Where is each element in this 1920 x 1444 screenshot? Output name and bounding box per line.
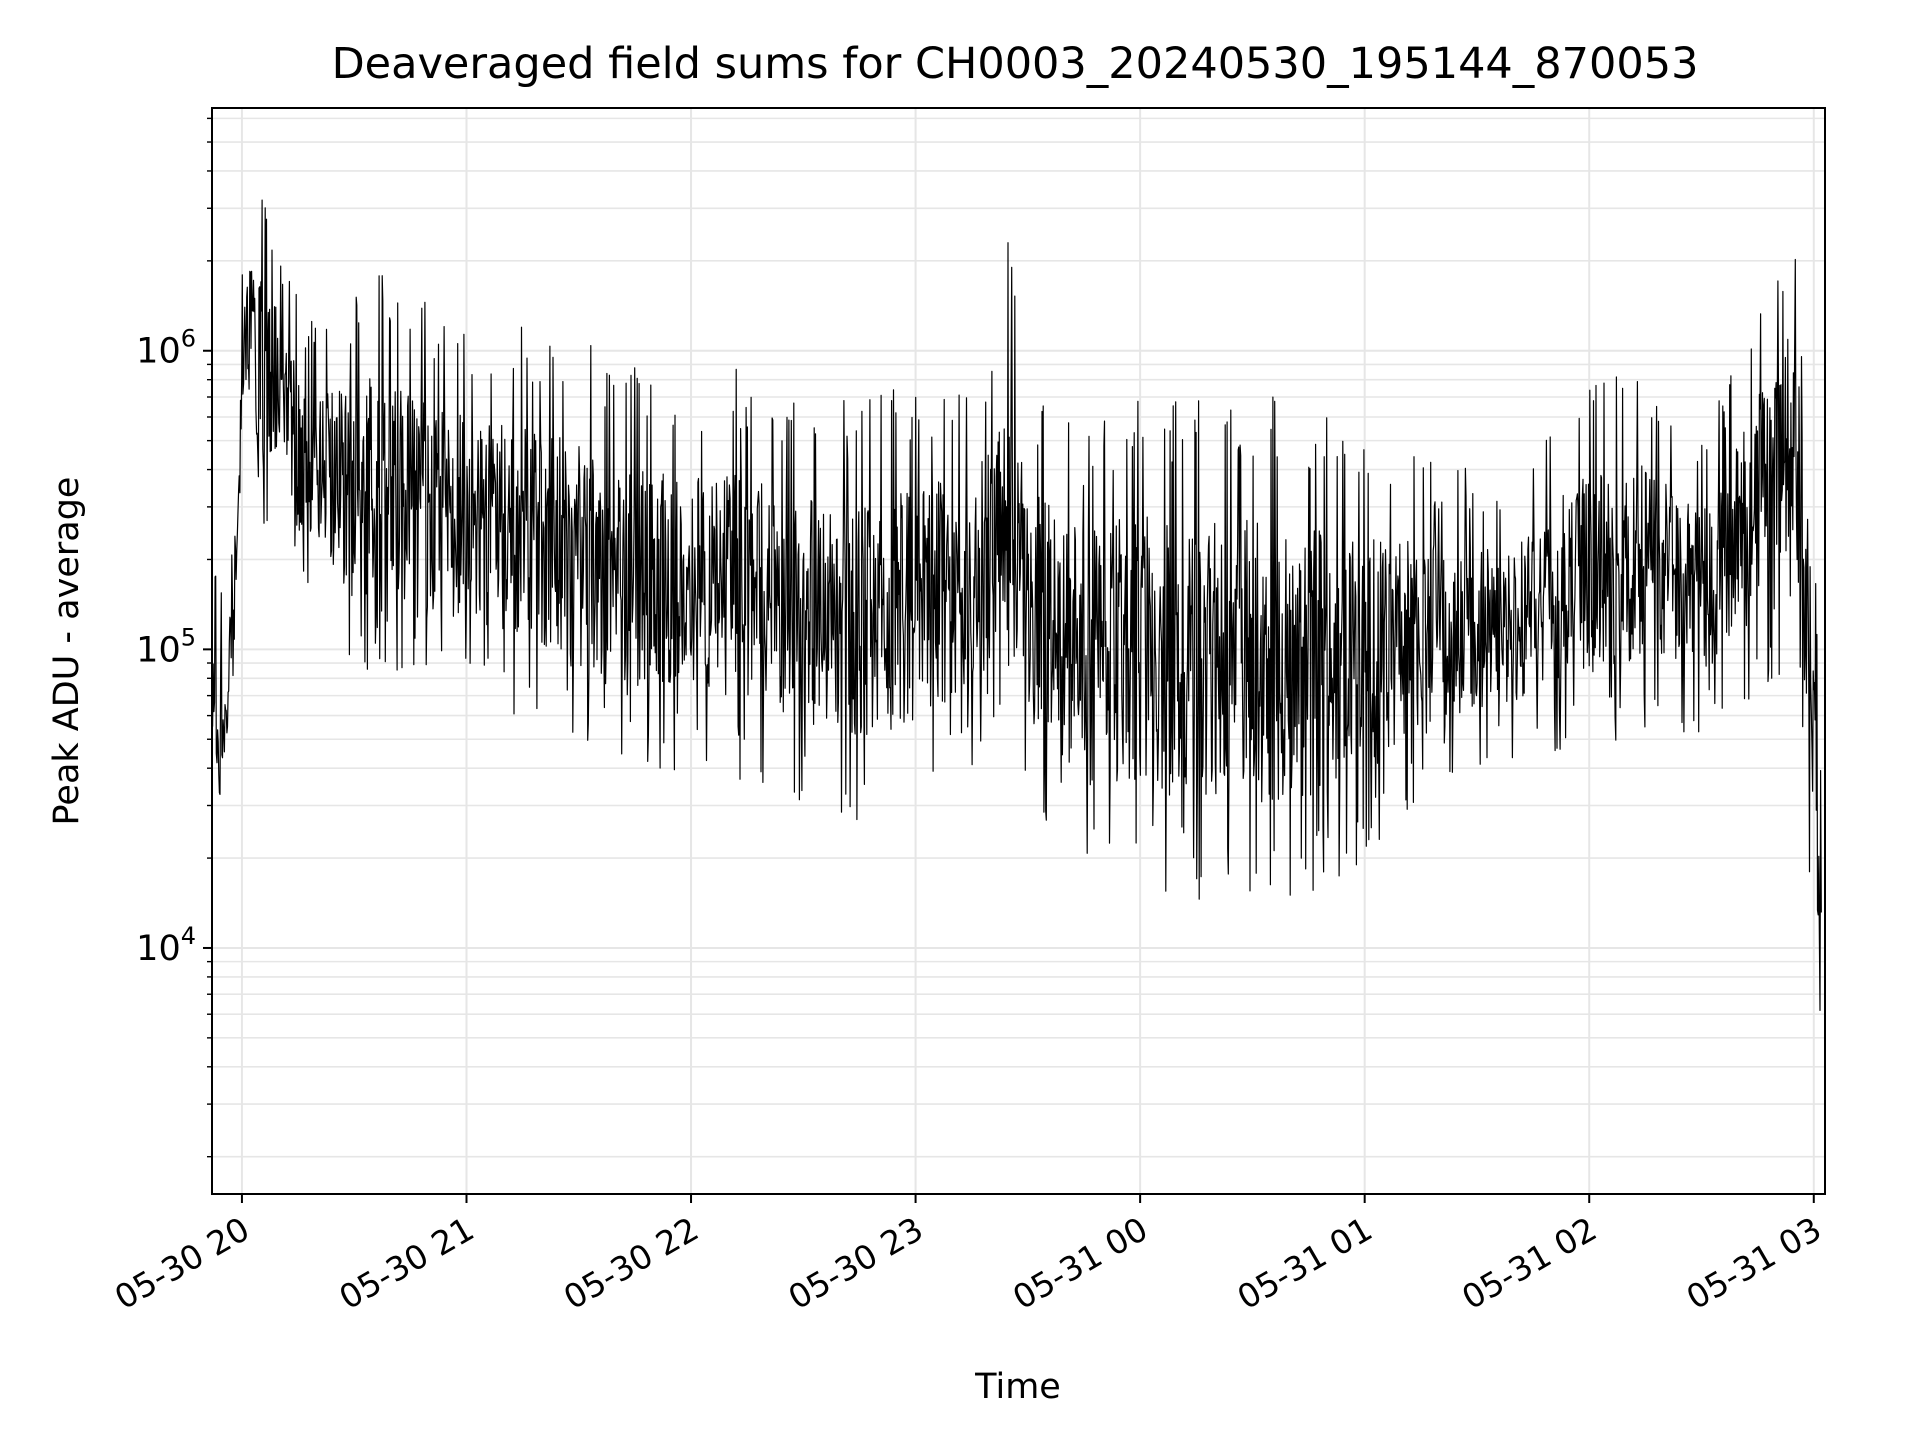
series-layer [212, 199, 1822, 1011]
plot-frame [211, 107, 1826, 1195]
x-axis-label: Time [974, 1367, 1061, 1407]
chart-title: Deaveraged field sums for CH0003_2024053… [332, 39, 1699, 89]
series-line [212, 199, 1822, 1011]
y-tick-label: 105 [136, 623, 196, 670]
y-tick-label: 106 [136, 325, 196, 372]
y-axis-label: Peak ADU - average [47, 477, 87, 826]
y-tick-label: 104 [136, 922, 196, 969]
